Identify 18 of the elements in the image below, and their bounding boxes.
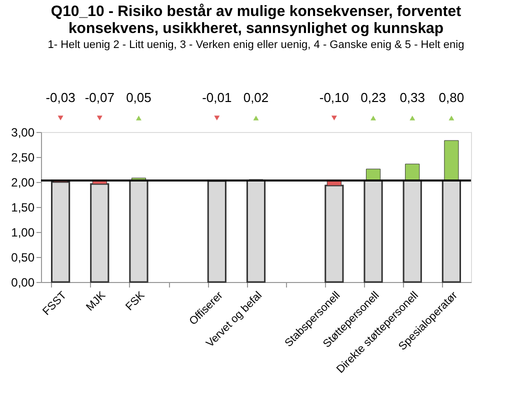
y-tick-label: 2,00 <box>11 176 35 190</box>
y-tick-label: 1,50 <box>11 200 35 214</box>
y-tick-label: 0,50 <box>11 250 35 264</box>
y-tick-label: 1,00 <box>11 226 35 240</box>
y-tick-label: 0,00 <box>11 276 35 290</box>
data-label: -0,10 <box>319 90 349 105</box>
data-label: -0,07 <box>84 90 114 105</box>
data-label: 0,80 <box>438 90 464 105</box>
chart-subtitle: 1- Helt uenig 2 - Litt uenig, 3 - Verken enig eller uenig, 4 - Ganske enig & 5 - Helt enig <box>48 39 464 51</box>
chart-title: Q10_10 - Risiko består av mulige konsekvenser, forventet konsekvens, usikkheret, sannsynlighet og kunnskap <box>50 3 462 37</box>
y-tick-label: 2,50 <box>11 150 35 164</box>
data-label: 0,02 <box>243 90 269 105</box>
data-label: 0,23 <box>360 90 386 105</box>
data-label: -0,01 <box>202 90 232 105</box>
data-label: -0,03 <box>46 90 76 105</box>
data-label: 0,33 <box>400 90 426 105</box>
data-label: 0,05 <box>126 90 152 105</box>
y-tick-label: 3,00 <box>11 126 35 140</box>
